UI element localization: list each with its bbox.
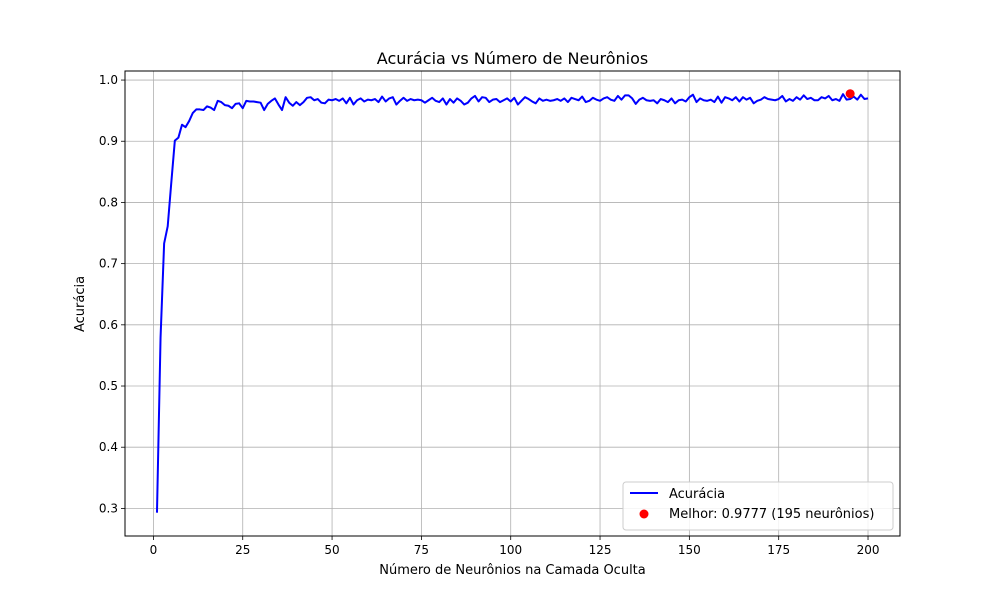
x-axis-label: Número de Neurônios na Camada Oculta (379, 563, 646, 578)
x-tick-label: 125 (589, 543, 612, 557)
y-tick-label: 0.4 (99, 440, 118, 454)
x-tick-label: 0 (150, 543, 158, 557)
y-tick-label: 0.9 (99, 134, 118, 148)
best-accuracy-point (845, 89, 855, 99)
legend-label-accuracy: Acurácia (669, 487, 725, 502)
legend: Acurácia Melhor: 0.9777 (195 neurônios) (622, 481, 894, 531)
x-tick-label: 25 (235, 543, 250, 557)
x-tick-label: 200 (857, 543, 880, 557)
legend-box (622, 481, 894, 531)
y-tick-label: 0.8 (99, 195, 118, 209)
y-tick-label: 0.3 (99, 501, 118, 515)
series-layer (155, 89, 869, 513)
y-tick-label: 0.6 (99, 318, 118, 332)
x-tick-label: 100 (499, 543, 522, 557)
x-tick-label: 50 (324, 543, 339, 557)
y-tick-label: 1.0 (99, 73, 118, 87)
plot-area-frame (124, 70, 901, 537)
legend-swatch-best (639, 509, 649, 519)
y-tick-label: 0.7 (99, 257, 118, 271)
chart-title: Acurácia vs Número de Neurônios (377, 49, 648, 68)
axis-ticks: 0 25 50 75 100 125 150 175 200 0.3 0.4 0.5 0.6 0.7 0.8… (99, 73, 880, 557)
y-tick-label: 0.5 (99, 379, 118, 393)
legend-label-best: Melhor: 0.9777 (195 neurônios) (669, 507, 874, 522)
series-line-accuracy (155, 93, 869, 513)
x-tick-label: 150 (678, 543, 701, 557)
y-axis-label: Acurácia (73, 276, 88, 332)
x-tick-label: 75 (414, 543, 429, 557)
x-tick-label: 175 (767, 543, 790, 557)
